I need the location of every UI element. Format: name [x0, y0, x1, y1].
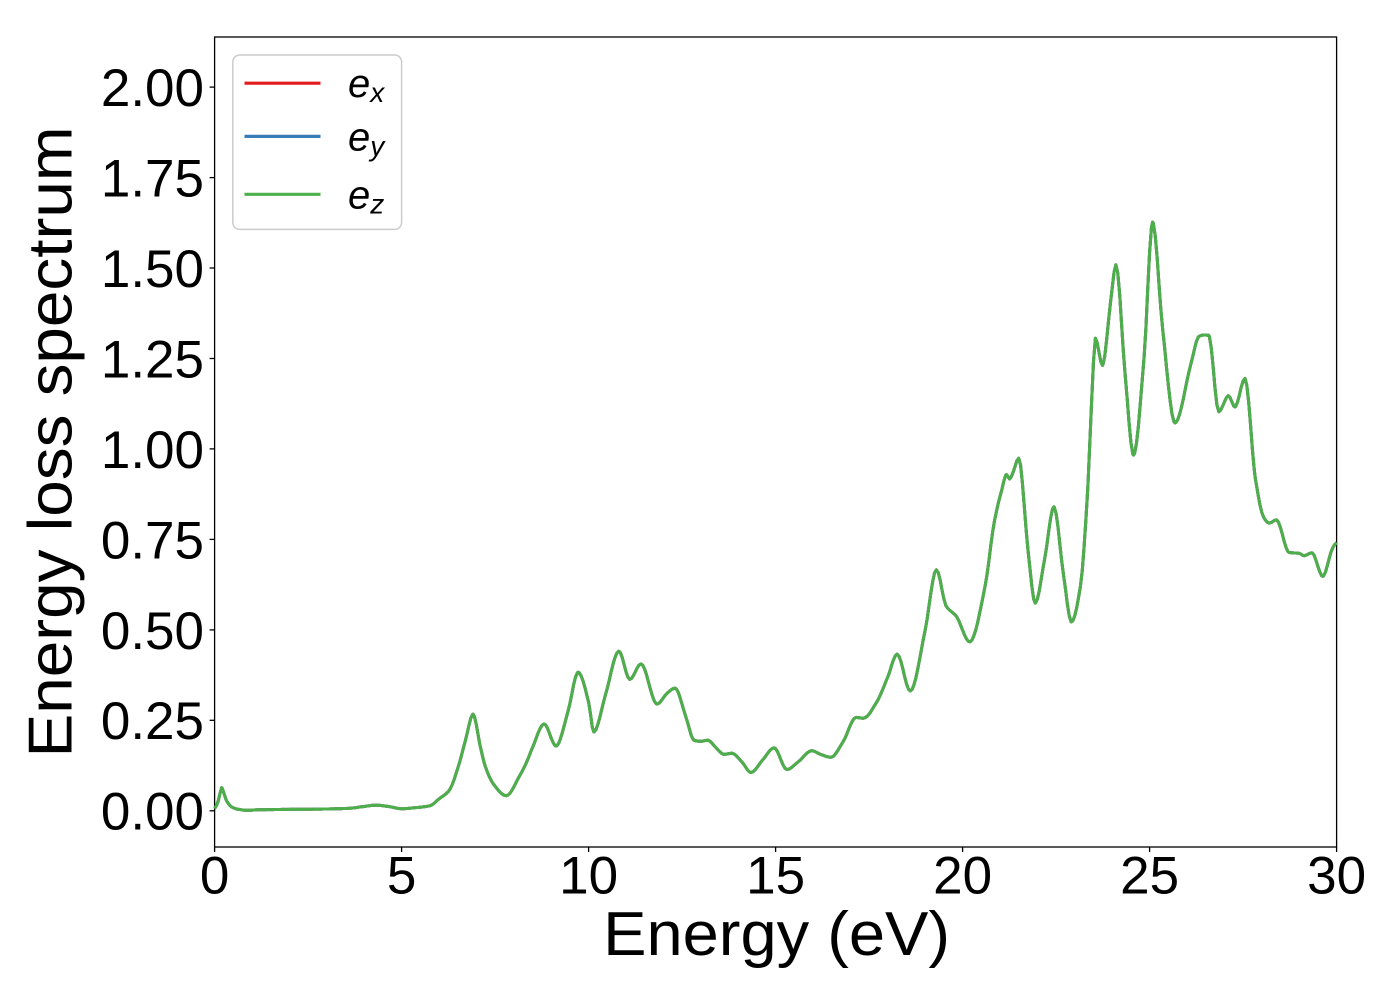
svg-text:5: 5	[387, 847, 416, 906]
svg-text:25: 25	[1120, 847, 1179, 906]
svg-text:1.75: 1.75	[101, 150, 204, 209]
svg-text:10: 10	[559, 847, 618, 906]
svg-text:15: 15	[746, 847, 805, 906]
svg-text:0.00: 0.00	[101, 783, 204, 842]
svg-text:30: 30	[1307, 847, 1366, 906]
svg-text:1.00: 1.00	[101, 421, 204, 480]
svg-text:1.50: 1.50	[101, 240, 204, 299]
svg-text:1.25: 1.25	[101, 330, 204, 389]
svg-text:0.25: 0.25	[101, 692, 204, 751]
svg-text:0.75: 0.75	[101, 511, 204, 570]
svg-text:20: 20	[933, 847, 992, 906]
svg-text:2.00: 2.00	[101, 59, 204, 118]
svg-text:0: 0	[200, 847, 229, 906]
svg-text:Energy loss spectrum: Energy loss spectrum	[17, 127, 86, 758]
svg-text:Energy (eV): Energy (eV)	[603, 900, 950, 969]
svg-text:0.50: 0.50	[101, 602, 204, 661]
